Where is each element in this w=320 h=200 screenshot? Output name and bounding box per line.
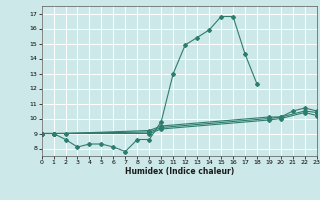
- X-axis label: Humidex (Indice chaleur): Humidex (Indice chaleur): [124, 167, 234, 176]
